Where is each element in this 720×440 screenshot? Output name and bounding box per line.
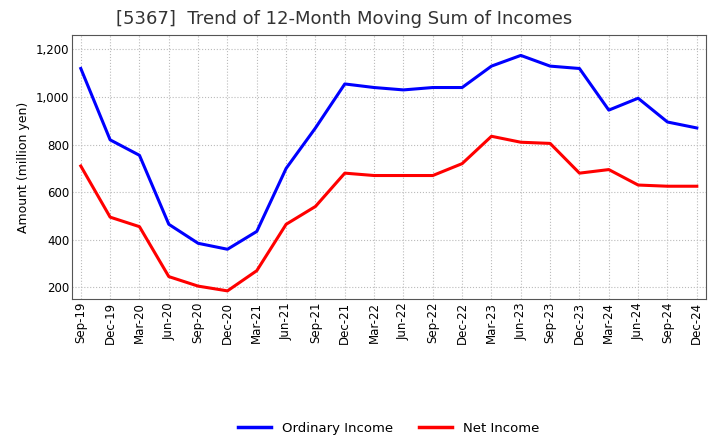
Net Income bbox=[458, 161, 467, 166]
Line: Net Income: Net Income bbox=[81, 136, 697, 291]
Ordinary Income bbox=[370, 85, 379, 90]
Ordinary Income bbox=[106, 137, 114, 143]
Ordinary Income bbox=[223, 246, 232, 252]
Net Income bbox=[253, 268, 261, 273]
Ordinary Income bbox=[546, 63, 554, 69]
Ordinary Income bbox=[663, 119, 672, 125]
Net Income bbox=[370, 173, 379, 178]
Net Income bbox=[399, 173, 408, 178]
Ordinary Income bbox=[516, 53, 525, 58]
Ordinary Income bbox=[164, 222, 173, 227]
Ordinary Income bbox=[575, 66, 584, 71]
Net Income bbox=[428, 173, 437, 178]
Net Income bbox=[605, 167, 613, 172]
Net Income bbox=[194, 283, 202, 289]
Ordinary Income bbox=[311, 125, 320, 131]
Ordinary Income bbox=[634, 95, 642, 101]
Net Income bbox=[135, 224, 144, 229]
Ordinary Income bbox=[428, 85, 437, 90]
Ordinary Income bbox=[282, 166, 290, 171]
Net Income bbox=[516, 139, 525, 145]
Ordinary Income bbox=[458, 85, 467, 90]
Net Income bbox=[106, 215, 114, 220]
Line: Ordinary Income: Ordinary Income bbox=[81, 55, 697, 249]
Ordinary Income bbox=[605, 107, 613, 113]
Ordinary Income bbox=[487, 63, 496, 69]
Ordinary Income bbox=[194, 241, 202, 246]
Ordinary Income bbox=[76, 66, 85, 71]
Net Income bbox=[663, 183, 672, 189]
Text: [5367]  Trend of 12-Month Moving Sum of Incomes: [5367] Trend of 12-Month Moving Sum of I… bbox=[117, 10, 572, 28]
Net Income bbox=[223, 288, 232, 293]
Ordinary Income bbox=[135, 153, 144, 158]
Net Income bbox=[634, 183, 642, 188]
Ordinary Income bbox=[399, 87, 408, 92]
Net Income bbox=[693, 183, 701, 189]
Net Income bbox=[575, 171, 584, 176]
Net Income bbox=[311, 204, 320, 209]
Net Income bbox=[282, 222, 290, 227]
Y-axis label: Amount (million yen): Amount (million yen) bbox=[17, 102, 30, 233]
Ordinary Income bbox=[253, 229, 261, 234]
Net Income bbox=[546, 141, 554, 146]
Ordinary Income bbox=[341, 81, 349, 87]
Net Income bbox=[487, 134, 496, 139]
Ordinary Income bbox=[693, 125, 701, 131]
Net Income bbox=[341, 171, 349, 176]
Net Income bbox=[164, 274, 173, 279]
Net Income bbox=[76, 163, 85, 169]
Legend: Ordinary Income, Net Income: Ordinary Income, Net Income bbox=[233, 417, 544, 440]
